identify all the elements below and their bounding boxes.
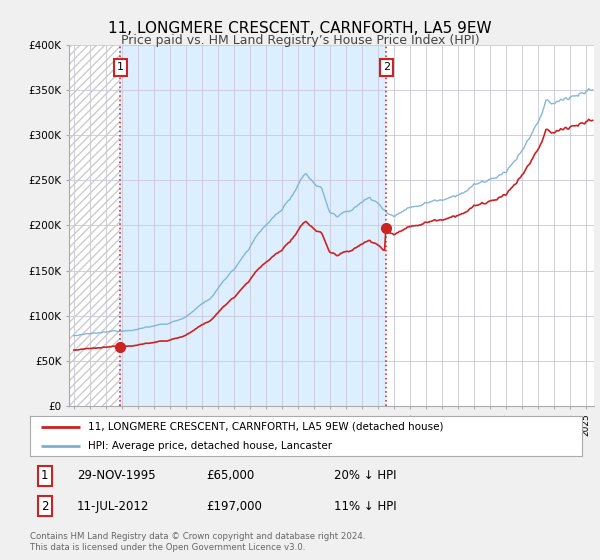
Text: 1: 1 — [117, 62, 124, 72]
Bar — [386, 45, 594, 406]
Bar — [69, 45, 121, 406]
Text: 2: 2 — [383, 62, 390, 72]
Bar — [121, 45, 386, 406]
Text: £197,000: £197,000 — [206, 500, 263, 513]
Text: 11, LONGMERE CRESCENT, CARNFORTH, LA5 9EW (detached house): 11, LONGMERE CRESCENT, CARNFORTH, LA5 9E… — [88, 422, 443, 432]
Text: This data is licensed under the Open Government Licence v3.0.: This data is licensed under the Open Gov… — [30, 543, 305, 552]
Text: 2: 2 — [41, 500, 49, 513]
Text: 11-JUL-2012: 11-JUL-2012 — [77, 500, 149, 513]
Bar — [69, 45, 121, 406]
Text: Contains HM Land Registry data © Crown copyright and database right 2024.: Contains HM Land Registry data © Crown c… — [30, 532, 365, 541]
Text: 20% ↓ HPI: 20% ↓ HPI — [334, 469, 396, 482]
Text: 11, LONGMERE CRESCENT, CARNFORTH, LA5 9EW: 11, LONGMERE CRESCENT, CARNFORTH, LA5 9E… — [108, 21, 492, 36]
Text: Price paid vs. HM Land Registry’s House Price Index (HPI): Price paid vs. HM Land Registry’s House … — [121, 34, 479, 46]
Text: HPI: Average price, detached house, Lancaster: HPI: Average price, detached house, Lanc… — [88, 441, 332, 450]
Text: 1: 1 — [41, 469, 49, 482]
Text: 11% ↓ HPI: 11% ↓ HPI — [334, 500, 396, 513]
Text: 29-NOV-1995: 29-NOV-1995 — [77, 469, 155, 482]
Text: £65,000: £65,000 — [206, 469, 255, 482]
